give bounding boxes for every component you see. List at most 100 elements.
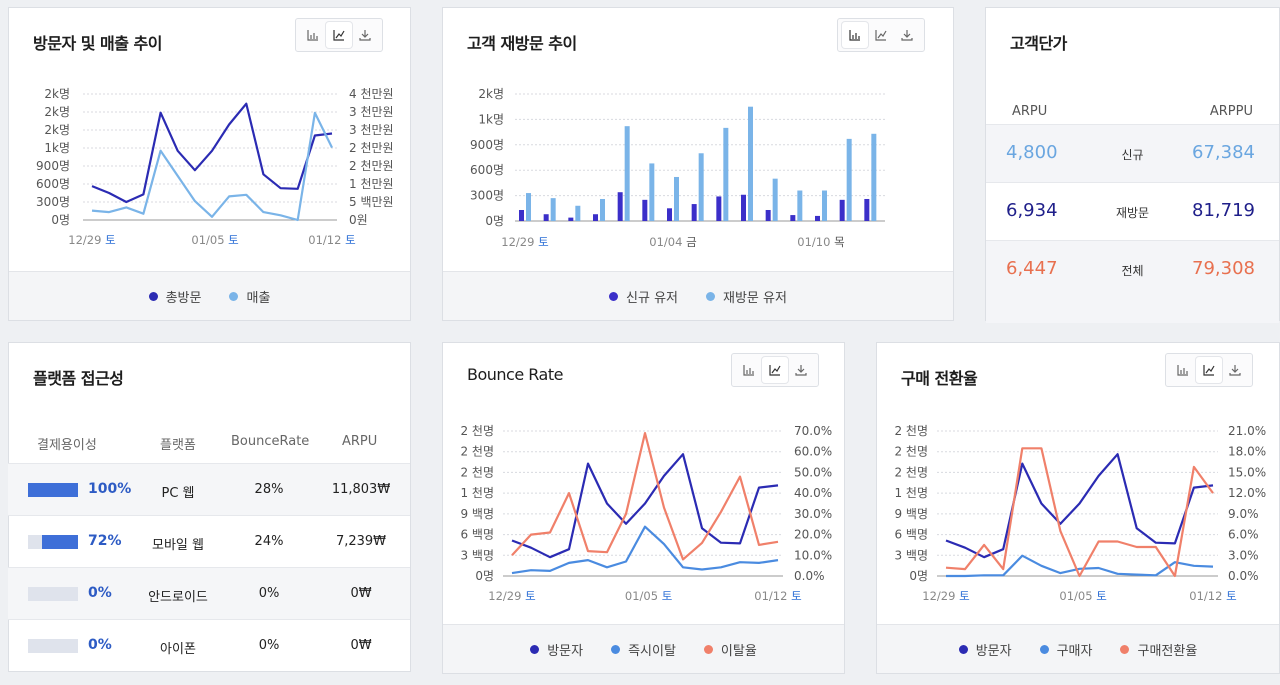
- x-tick-label: 12/29 토: [488, 589, 535, 603]
- chart-legend: 총방문 매출: [9, 271, 410, 320]
- y-left-tick-label: 2 천명: [460, 423, 494, 438]
- bar: [748, 106, 753, 221]
- ease-bar: [28, 639, 78, 653]
- bounce-value: 28%: [254, 482, 284, 497]
- y-left-tick-label: 1k명: [44, 141, 70, 155]
- legend-item-visitors[interactable]: 방문자: [530, 640, 583, 659]
- bar: [698, 153, 704, 221]
- y-left-tick-label: 2k명: [44, 123, 70, 137]
- legend-item-bounce-rate[interactable]: 이탈율: [703, 640, 757, 659]
- y-left-tick-label: 2 천명: [894, 444, 928, 459]
- x-tick-label: 12/29 토: [501, 235, 548, 249]
- conversion-chart: 0명 0.0% 3 백명 3.0% 6 백명 6.0% 9 백명 9.0% 1 천명 12.0% 2…: [894, 423, 1266, 603]
- y-left-tick-label: 900명: [36, 159, 70, 173]
- bar: [568, 217, 574, 221]
- legend-item-conversion-rate[interactable]: 구매전환율: [1120, 640, 1197, 659]
- ease-percent: 100%: [88, 481, 132, 497]
- legend-item-sales[interactable]: 매출: [229, 287, 270, 306]
- y-right-tick-label: 9.0%: [1228, 507, 1259, 521]
- visitors-sales-card: 방문자 및 매출 추이 0명 0원 300명 5 백만원 600명 1 천만원 900명 2 …: [8, 7, 411, 321]
- bar: [617, 192, 623, 221]
- bar-chart-icon[interactable]: [1170, 357, 1196, 383]
- legend-dot-icon: [706, 291, 716, 301]
- y-left-tick-label: 9 백명: [460, 507, 494, 521]
- y-left-tick-label: 0명: [909, 569, 928, 583]
- unit-price-row-total: 6,447 전체 79,308: [986, 240, 1279, 323]
- y-left-tick-label: 9 백명: [894, 507, 928, 521]
- line-chart-icon[interactable]: [868, 22, 894, 48]
- y-tick-label: 300명: [470, 189, 504, 203]
- legend-item-returning-users[interactable]: 재방문 유저: [706, 287, 787, 306]
- line-chart-icon[interactable]: [1196, 357, 1222, 383]
- y-left-tick-label: 2k명: [44, 87, 70, 101]
- y-right-tick-label: 50.0%: [794, 465, 832, 479]
- legend-item-visitors[interactable]: 방문자: [958, 640, 1012, 659]
- bar: [839, 199, 845, 221]
- bounce-value: 24%: [254, 534, 284, 549]
- series-line: [91, 111, 333, 222]
- line-chart-icon[interactable]: [326, 22, 352, 48]
- legend-dot-icon: [1039, 644, 1049, 654]
- bar: [649, 163, 655, 221]
- y-left-tick-label: 1 천명: [460, 485, 494, 500]
- y-right-tick-label: 15.0%: [1228, 465, 1266, 479]
- download-icon[interactable]: [1222, 357, 1248, 383]
- arpu-header: ARPU: [1012, 104, 1048, 119]
- legend-item-new-users[interactable]: 신규 유저: [609, 287, 678, 306]
- chart-legend: 신규 유저 재방문 유저: [443, 271, 953, 320]
- unit-price-row-returning: 6,934 재방문 81,719: [986, 182, 1279, 240]
- y-left-tick-label: 2k명: [44, 105, 70, 119]
- y-left-tick-label: 0명: [51, 213, 70, 227]
- download-icon[interactable]: [352, 22, 378, 48]
- ease-bar: [28, 535, 78, 549]
- card-title: 고객단가: [1010, 34, 1067, 53]
- column-header-arpu: ARPU: [342, 434, 378, 449]
- download-icon[interactable]: [894, 22, 920, 48]
- legend-dot-icon: [703, 644, 713, 654]
- chart-toolbar: [1165, 353, 1253, 387]
- ease-bar-fill: [28, 483, 78, 497]
- x-tick-label: 01/12 토: [308, 233, 355, 247]
- y-right-tick-label: 2 천만원: [349, 158, 394, 173]
- bar-chart-icon[interactable]: [300, 22, 326, 48]
- series-line: [945, 453, 1214, 559]
- bar: [642, 199, 648, 221]
- column-header-bounce: BounceRate: [231, 434, 310, 449]
- series-line: [511, 431, 779, 561]
- y-right-tick-label: 6.0%: [1228, 528, 1259, 542]
- y-left-tick-label: 1 천명: [894, 485, 928, 500]
- legend-item-visits[interactable]: 총방문: [148, 287, 201, 306]
- bar-chart-icon[interactable]: [736, 357, 762, 383]
- platform-name: 안드로이드: [148, 590, 208, 605]
- legend-item-buyers[interactable]: 구매자: [1039, 640, 1092, 659]
- bar-chart-icon[interactable]: [842, 22, 868, 48]
- chart-legend: 방문자 구매자 구매전환율: [877, 624, 1279, 673]
- download-icon[interactable]: [788, 357, 814, 383]
- y-left-tick-label: 2 천명: [460, 464, 494, 479]
- y-left-tick-label: 6 백명: [460, 528, 494, 542]
- legend-item-instant-bounce[interactable]: 즉시이탈: [611, 640, 676, 659]
- x-tick-label: 01/05 토: [1059, 589, 1106, 603]
- y-left-tick-label: 2 천명: [460, 444, 494, 459]
- bar: [741, 194, 746, 221]
- chart-legend: 방문자 즉시이탈 이탈율: [443, 624, 844, 673]
- y-right-tick-label: 21.0%: [1228, 424, 1266, 438]
- ease-bar-fill: [42, 535, 78, 549]
- table-row: 100% PC 웹 28% 11,803₩: [8, 463, 410, 516]
- y-right-tick-label: 3 천만원: [349, 104, 394, 119]
- table-row: 72% 모바일 웹 24% 7,239₩: [8, 515, 410, 568]
- bar: [667, 208, 672, 221]
- table-row: 0% 안드로이드 0% 0₩: [8, 567, 410, 620]
- bar: [593, 214, 598, 221]
- y-right-tick-label: 5 백만원: [349, 195, 394, 209]
- bar: [543, 214, 549, 221]
- chart-toolbar: [837, 18, 925, 52]
- y-right-tick-label: 0.0%: [1228, 569, 1259, 583]
- y-right-tick-label: 0원: [349, 213, 368, 227]
- y-tick-label: 2k명: [478, 87, 504, 101]
- row-label: 전체: [1121, 264, 1144, 278]
- card-title: Bounce Rate: [467, 365, 563, 384]
- line-chart-icon[interactable]: [762, 357, 788, 383]
- y-left-tick-label: 2 천명: [894, 423, 928, 438]
- arpu-value: 4,800: [1006, 142, 1058, 163]
